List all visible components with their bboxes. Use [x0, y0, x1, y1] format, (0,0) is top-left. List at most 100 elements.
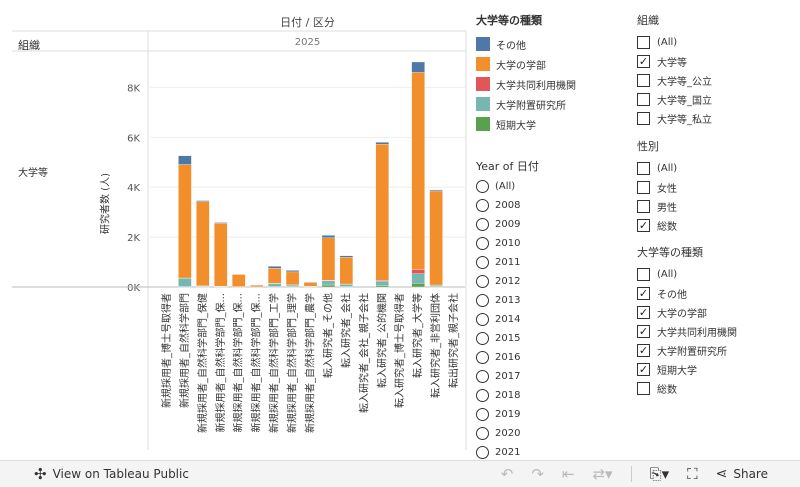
checkbox-icon[interactable]	[637, 112, 650, 125]
radio-icon[interactable]	[476, 370, 489, 383]
type-option[interactable]: ✓ 大学附置研究所	[637, 341, 737, 360]
checkbox-checked-icon[interactable]: ✓	[637, 306, 650, 319]
year-option[interactable]: 2008	[476, 196, 539, 215]
year-option[interactable]: (All)	[476, 177, 539, 196]
year-option[interactable]: 2020	[476, 424, 539, 443]
bar-segment[interactable]	[214, 223, 228, 287]
org-option[interactable]: 大学等_国立	[637, 90, 712, 109]
bar-segment[interactable]	[429, 190, 443, 286]
bar-segment[interactable]	[429, 285, 443, 287]
view-on-tableau-link[interactable]: ✣ View on Tableau Public	[34, 465, 189, 483]
year-option[interactable]: 2010	[476, 234, 539, 253]
year-option[interactable]: 2011	[476, 253, 539, 272]
year-option[interactable]: 2019	[476, 405, 539, 424]
bar-segment[interactable]	[339, 257, 354, 285]
bar-segment[interactable]	[339, 255, 354, 258]
bar-segment[interactable]	[196, 201, 210, 287]
legend-item[interactable]: 短期大学	[476, 114, 576, 134]
refresh-icon[interactable]: ⇄▾	[592, 465, 613, 483]
bar-segment[interactable]	[321, 284, 336, 288]
type-option[interactable]: ✓ 短期大学	[637, 360, 737, 379]
download-icon[interactable]: ⎘▾	[649, 465, 670, 483]
year-option[interactable]: 2013	[476, 291, 539, 310]
year-option[interactable]: 2016	[476, 348, 539, 367]
checkbox-icon[interactable]	[637, 382, 650, 395]
year-option[interactable]: 2021	[476, 443, 539, 459]
legend-item[interactable]: 大学附置研究所	[476, 94, 576, 114]
share-button[interactable]: ⋖ Share	[716, 466, 768, 482]
bar-segment[interactable]	[267, 268, 282, 284]
radio-icon[interactable]	[476, 446, 489, 459]
sex-option[interactable]: ✓ 総数	[637, 216, 677, 235]
checkbox-icon[interactable]	[637, 268, 650, 281]
type-option[interactable]: (All)	[637, 265, 737, 284]
bar-segment[interactable]	[178, 278, 192, 287]
year-option[interactable]: 2009	[476, 215, 539, 234]
radio-icon[interactable]	[476, 180, 489, 193]
radio-icon[interactable]	[476, 294, 489, 307]
sex-option[interactable]: (All)	[637, 159, 677, 178]
checkbox-icon[interactable]	[637, 200, 650, 213]
bar-segment[interactable]	[411, 283, 425, 288]
bar-segment[interactable]	[321, 235, 336, 239]
year-option[interactable]: 2012	[476, 272, 539, 291]
bar-segment[interactable]	[411, 72, 425, 270]
year-option[interactable]: 2015	[476, 329, 539, 348]
radio-icon[interactable]	[476, 237, 489, 250]
legend-item[interactable]: 大学共同利用機関	[476, 74, 576, 94]
bar-segment[interactable]	[411, 273, 425, 284]
bar-segment[interactable]	[178, 164, 192, 279]
fullscreen-icon[interactable]: ⛶	[687, 465, 698, 483]
bar-segment[interactable]	[321, 237, 336, 281]
type-option[interactable]: ✓ 大学共同利用機関	[637, 322, 737, 341]
bar-segment[interactable]	[178, 155, 192, 165]
checkbox-icon[interactable]	[637, 93, 650, 106]
bar-segment[interactable]	[285, 271, 300, 286]
bar-segment[interactable]	[303, 282, 318, 287]
bar-segment[interactable]	[285, 284, 300, 287]
bar-segment[interactable]	[321, 280, 336, 286]
bar-segment[interactable]	[267, 266, 282, 269]
radio-icon[interactable]	[476, 199, 489, 212]
year-option[interactable]: 2018	[476, 386, 539, 405]
radio-icon[interactable]	[476, 389, 489, 402]
checkbox-checked-icon[interactable]: ✓	[637, 344, 650, 357]
checkbox-icon[interactable]	[637, 36, 650, 49]
bar-segment[interactable]	[285, 270, 300, 273]
radio-icon[interactable]	[476, 408, 489, 421]
radio-icon[interactable]	[476, 427, 489, 440]
undo-icon[interactable]: ↶	[500, 465, 514, 483]
bar-segment[interactable]	[267, 283, 282, 287]
year-option[interactable]: 2017	[476, 367, 539, 386]
radio-icon[interactable]	[476, 218, 489, 231]
revert-icon[interactable]: ⇤	[561, 465, 575, 483]
checkbox-checked-icon[interactable]: ✓	[637, 287, 650, 300]
bar-segment[interactable]	[429, 189, 443, 192]
radio-icon[interactable]	[476, 313, 489, 326]
sex-option[interactable]: 男性	[637, 197, 677, 216]
bar-segment[interactable]	[196, 200, 210, 202]
bar-segment[interactable]	[250, 284, 264, 288]
bar-segment[interactable]	[375, 280, 389, 286]
org-option[interactable]: 大学等_私立	[637, 109, 712, 128]
checkbox-checked-icon[interactable]: ✓	[637, 363, 650, 376]
checkbox-checked-icon[interactable]: ✓	[637, 325, 650, 338]
bar-segment[interactable]	[375, 285, 389, 288]
checkbox-icon[interactable]	[637, 74, 650, 87]
bar-segment[interactable]	[339, 284, 354, 287]
radio-icon[interactable]	[476, 256, 489, 269]
bar-segment[interactable]	[411, 61, 425, 73]
bar-segment[interactable]	[375, 142, 389, 145]
radio-icon[interactable]	[476, 332, 489, 345]
bar-segment[interactable]	[214, 222, 228, 224]
org-option[interactable]: 大学等_公立	[637, 71, 712, 90]
radio-icon[interactable]	[476, 275, 489, 288]
checkbox-checked-icon[interactable]: ✓	[637, 219, 650, 232]
bar-segment[interactable]	[375, 144, 389, 281]
bar-segment[interactable]	[411, 269, 425, 274]
checkbox-icon[interactable]	[637, 181, 650, 194]
legend-item[interactable]: その他	[476, 34, 576, 54]
redo-icon[interactable]: ↷	[531, 465, 544, 483]
year-option[interactable]: 2014	[476, 310, 539, 329]
